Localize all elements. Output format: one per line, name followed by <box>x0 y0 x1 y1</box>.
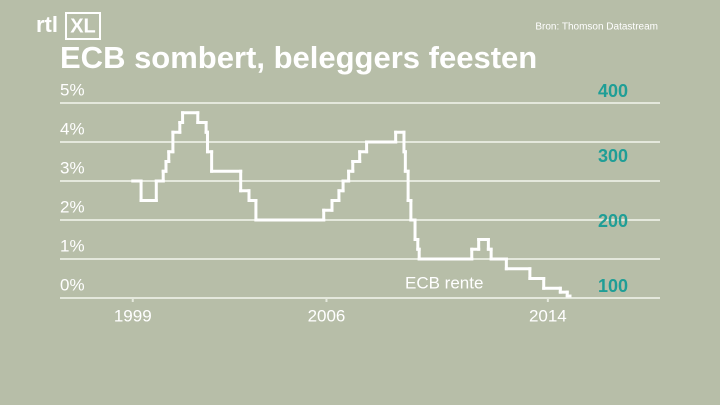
logo-box <box>65 12 101 40</box>
y-tick-label: 0% <box>60 275 85 294</box>
logo-rtl: rtl <box>36 12 58 37</box>
y2-tick-label: 100 <box>598 276 628 296</box>
x-tick-label: 2006 <box>308 306 346 325</box>
y2-tick-label: 300 <box>598 146 628 166</box>
y2-tick-label: 400 <box>598 81 628 101</box>
y-tick-label: 2% <box>60 197 85 216</box>
source: Bron: Thomson Datastream <box>535 22 658 33</box>
logo-xl: XL <box>70 15 96 37</box>
y-tick-label: 5% <box>60 80 85 99</box>
chart-title: ECB sombert, beleggers feesten <box>60 40 537 75</box>
y2-tick-label: 200 <box>598 211 628 231</box>
x-tick-label: 1999 <box>114 306 152 325</box>
y-tick-label: 1% <box>60 236 85 255</box>
y-tick-label: 4% <box>60 119 85 138</box>
y-tick-label: 3% <box>60 158 85 177</box>
annotation: ECB rente <box>405 273 483 292</box>
x-tick-label: 2014 <box>529 306 567 325</box>
